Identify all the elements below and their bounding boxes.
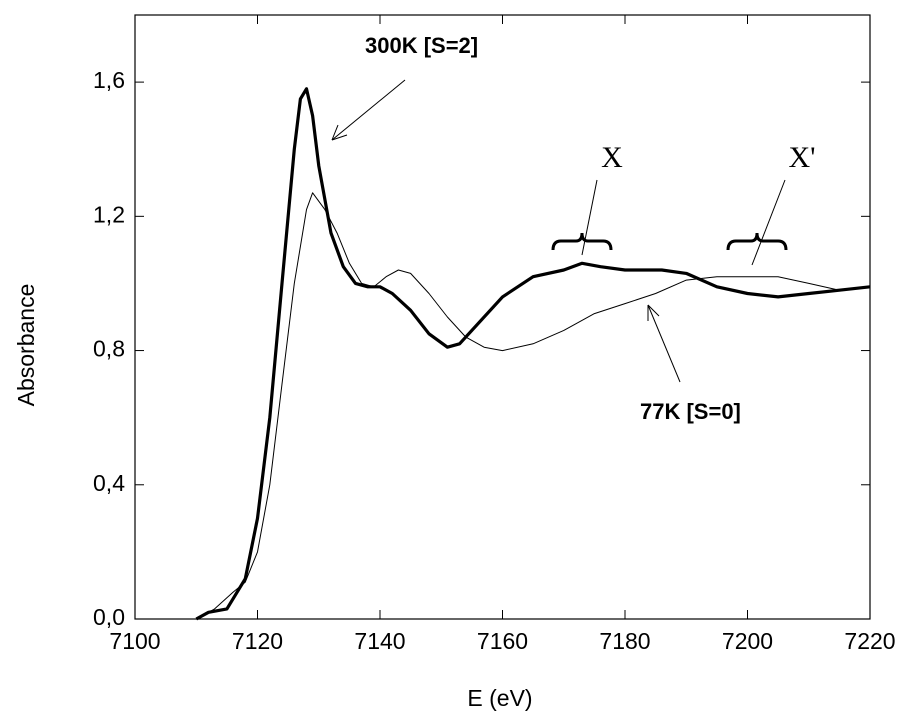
- x-tick-label: 7140: [354, 628, 405, 654]
- annotation-line: [751, 179, 786, 266]
- arrow: [331, 79, 406, 141]
- annotation: X': [788, 141, 815, 174]
- y-tick-label: 0,0: [93, 604, 125, 630]
- series-label: 77K [S=0]: [640, 399, 741, 424]
- y-tick-label: 0,8: [93, 336, 125, 362]
- y-tick-label: 1,6: [93, 67, 125, 93]
- y-axis-label: Absorbance: [13, 284, 39, 407]
- x-axis-label: E (eV): [467, 685, 532, 711]
- series-line: [196, 192, 871, 620]
- series-label: 300K [S=2]: [365, 33, 478, 58]
- arrow: [647, 304, 681, 383]
- y-tick-label: 1,2: [93, 201, 125, 227]
- brace: [726, 232, 788, 251]
- brace: [551, 232, 613, 251]
- y-tick-label: 0,4: [93, 470, 125, 496]
- annotation: X: [601, 141, 623, 174]
- arrow-head: [331, 124, 348, 141]
- x-tick-label: 7120: [232, 628, 283, 654]
- x-tick-label: 7160: [477, 628, 528, 654]
- x-tick-label: 7180: [599, 628, 650, 654]
- series-line: [195, 87, 871, 621]
- x-tick-label: 7100: [109, 628, 160, 654]
- arrow-head: [647, 304, 660, 321]
- annotation-line: [581, 179, 598, 256]
- x-tick-label: 7220: [844, 628, 895, 654]
- plot-frame: [134, 14, 871, 620]
- x-tick-label: 7200: [722, 628, 773, 654]
